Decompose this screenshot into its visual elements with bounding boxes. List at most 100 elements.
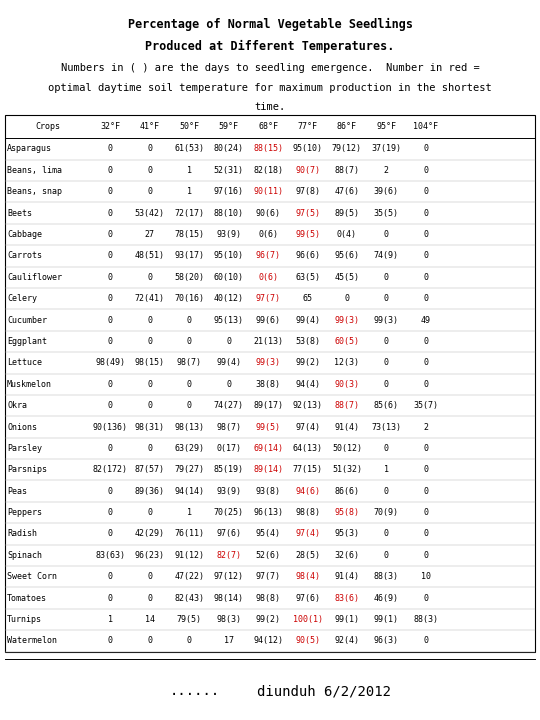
Text: 97(4): 97(4) xyxy=(295,423,320,431)
Text: 0: 0 xyxy=(384,294,389,303)
Text: 0: 0 xyxy=(187,337,192,346)
Text: 0: 0 xyxy=(108,636,113,645)
Text: 95°F: 95°F xyxy=(376,122,396,131)
Text: 59°F: 59°F xyxy=(219,122,239,131)
Text: 32(6): 32(6) xyxy=(334,551,360,560)
Text: 47(6): 47(6) xyxy=(334,187,360,197)
Text: 37(19): 37(19) xyxy=(372,145,401,153)
Text: 90(3): 90(3) xyxy=(334,379,360,389)
Text: 77°F: 77°F xyxy=(298,122,318,131)
Text: 0: 0 xyxy=(108,251,113,261)
Text: 0: 0 xyxy=(423,187,428,197)
Text: 45(5): 45(5) xyxy=(334,273,360,282)
Text: 0: 0 xyxy=(423,529,428,539)
Text: 1: 1 xyxy=(187,187,192,197)
Text: 88(3): 88(3) xyxy=(374,572,399,581)
Text: 42(29): 42(29) xyxy=(135,529,165,539)
Text: 0: 0 xyxy=(423,508,428,517)
Text: 82(7): 82(7) xyxy=(216,551,241,560)
Text: 97(8): 97(8) xyxy=(295,187,320,197)
Text: 0(6): 0(6) xyxy=(258,273,278,282)
Text: 2: 2 xyxy=(423,423,428,431)
Text: 0: 0 xyxy=(423,145,428,153)
Text: 63(29): 63(29) xyxy=(174,444,204,453)
Text: Numbers in ( ) are the days to seedling emergence.  Number in red =: Numbers in ( ) are the days to seedling … xyxy=(60,63,480,73)
Text: 94(14): 94(14) xyxy=(174,487,204,495)
Text: 73(13): 73(13) xyxy=(372,423,401,431)
Text: 82(172): 82(172) xyxy=(93,465,128,474)
Text: 0: 0 xyxy=(147,636,152,645)
Text: 90(136): 90(136) xyxy=(93,423,128,431)
Text: optimal daytime soil temperature for maximum production in the shortest: optimal daytime soil temperature for max… xyxy=(48,83,492,93)
Text: 32°F: 32°F xyxy=(100,122,120,131)
Text: 0: 0 xyxy=(423,273,428,282)
Text: 0: 0 xyxy=(423,209,428,217)
Text: 0: 0 xyxy=(147,187,152,197)
Text: Tomatoes: Tomatoes xyxy=(7,593,47,603)
Text: Cauliflower: Cauliflower xyxy=(7,273,62,282)
Text: 0: 0 xyxy=(108,379,113,389)
Text: 0: 0 xyxy=(187,636,192,645)
Text: Watermelon: Watermelon xyxy=(7,636,57,645)
Text: Beets: Beets xyxy=(7,209,32,217)
Text: 79(12): 79(12) xyxy=(332,145,362,153)
Text: 0: 0 xyxy=(423,294,428,303)
Text: 83(6): 83(6) xyxy=(334,593,360,603)
Text: 48(51): 48(51) xyxy=(135,251,165,261)
Text: 0: 0 xyxy=(108,273,113,282)
Text: 51(32): 51(32) xyxy=(332,465,362,474)
Text: 0: 0 xyxy=(147,273,152,282)
Text: 10: 10 xyxy=(421,572,431,581)
Text: 0: 0 xyxy=(108,166,113,175)
Text: 74(27): 74(27) xyxy=(214,401,244,410)
Text: 1: 1 xyxy=(384,465,389,474)
Text: 98(49): 98(49) xyxy=(96,359,125,367)
Text: Onions: Onions xyxy=(7,423,37,431)
Text: 39(6): 39(6) xyxy=(374,187,399,197)
Text: 94(4): 94(4) xyxy=(295,379,320,389)
Text: 93(17): 93(17) xyxy=(174,251,204,261)
Text: 78(15): 78(15) xyxy=(174,230,204,239)
Text: 98(7): 98(7) xyxy=(177,359,202,367)
Text: 0: 0 xyxy=(108,593,113,603)
Text: 92(4): 92(4) xyxy=(334,636,360,645)
Text: 96(23): 96(23) xyxy=(135,551,165,560)
Text: 14: 14 xyxy=(145,615,155,624)
Text: 0: 0 xyxy=(108,315,113,325)
Text: 98(14): 98(14) xyxy=(214,593,244,603)
Text: 104°F: 104°F xyxy=(413,122,438,131)
Text: Asparagus: Asparagus xyxy=(7,145,52,153)
Text: 2: 2 xyxy=(384,166,389,175)
Text: 0: 0 xyxy=(423,465,428,474)
Text: 89(14): 89(14) xyxy=(253,465,283,474)
Text: 0(17): 0(17) xyxy=(216,444,241,453)
Text: 50(12): 50(12) xyxy=(332,444,362,453)
Text: Muskmelon: Muskmelon xyxy=(7,379,52,389)
Text: 92(13): 92(13) xyxy=(293,401,322,410)
Text: 0: 0 xyxy=(423,379,428,389)
Text: 41°F: 41°F xyxy=(140,122,160,131)
Text: 89(17): 89(17) xyxy=(253,401,283,410)
Text: 76(11): 76(11) xyxy=(174,529,204,539)
Text: 0: 0 xyxy=(108,572,113,581)
Text: 99(6): 99(6) xyxy=(255,315,281,325)
Text: 0: 0 xyxy=(384,444,389,453)
Text: 0: 0 xyxy=(108,145,113,153)
Text: 0: 0 xyxy=(108,337,113,346)
Text: 97(4): 97(4) xyxy=(295,529,320,539)
Text: 0: 0 xyxy=(147,379,152,389)
Text: 70(25): 70(25) xyxy=(214,508,244,517)
Text: 47(22): 47(22) xyxy=(174,572,204,581)
Text: 90(11): 90(11) xyxy=(253,187,283,197)
Text: 0: 0 xyxy=(423,593,428,603)
Text: Parsnips: Parsnips xyxy=(7,465,47,474)
Text: 99(2): 99(2) xyxy=(255,615,281,624)
Text: 72(41): 72(41) xyxy=(135,294,165,303)
Text: 0: 0 xyxy=(147,508,152,517)
Text: 97(6): 97(6) xyxy=(216,529,241,539)
Text: 99(1): 99(1) xyxy=(374,615,399,624)
Text: 99(3): 99(3) xyxy=(255,359,281,367)
Text: Celery: Celery xyxy=(7,294,37,303)
Text: 0: 0 xyxy=(147,166,152,175)
Text: 96(7): 96(7) xyxy=(255,251,281,261)
